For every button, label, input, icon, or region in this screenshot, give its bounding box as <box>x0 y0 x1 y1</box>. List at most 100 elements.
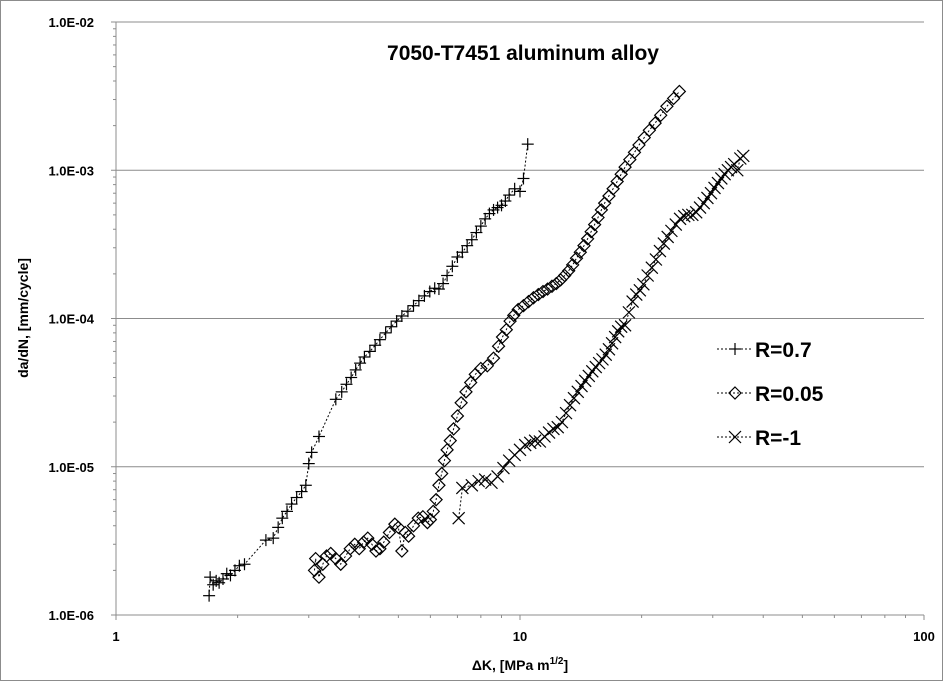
point-1-20 <box>391 520 406 535</box>
point-0-10 <box>238 558 251 571</box>
point-2-69 <box>736 149 750 163</box>
point-1-64 <box>573 245 588 260</box>
point-0-31 <box>369 339 382 352</box>
point-1-56 <box>540 282 555 296</box>
point-0-20 <box>302 457 315 470</box>
y-tick-label-0: 1.0E-06 <box>48 608 94 623</box>
point-2-33 <box>605 336 619 350</box>
point-0-3 <box>210 574 223 587</box>
x-tick-label-2: 100 <box>913 629 935 644</box>
point-0-37 <box>401 305 414 318</box>
point-2-4 <box>478 473 492 486</box>
point-1-55 <box>536 284 550 299</box>
point-1-2 <box>312 570 326 585</box>
point-1-17 <box>376 535 391 550</box>
point-2-37 <box>618 318 632 332</box>
point-1-9 <box>343 541 358 556</box>
point-2-0 <box>452 511 466 525</box>
point-1-62 <box>565 258 580 272</box>
point-2-41 <box>633 283 647 297</box>
point-1-48 <box>503 314 517 328</box>
point-0-30 <box>363 345 376 358</box>
point-0-15 <box>280 505 293 518</box>
x-axis-title: ΔK, [MPa m1/2] <box>472 656 568 673</box>
legend-marker-1 <box>728 386 742 400</box>
point-2-7 <box>497 461 510 475</box>
point-0-51 <box>470 226 483 239</box>
point-2-19 <box>555 415 569 429</box>
plot-series <box>203 84 750 602</box>
point-1-82 <box>648 116 662 130</box>
point-0-24 <box>335 385 348 398</box>
point-1-35 <box>443 433 458 448</box>
point-1-77 <box>622 152 637 167</box>
point-1-15 <box>369 544 383 558</box>
point-1-29 <box>426 504 441 519</box>
point-2-51 <box>673 212 687 226</box>
legend-label-2: R=-1 <box>755 427 801 450</box>
point-2-48 <box>661 230 675 244</box>
point-0-52 <box>474 220 487 233</box>
point-1-44 <box>486 351 501 366</box>
point-1-36 <box>446 422 461 436</box>
point-0-17 <box>290 491 303 504</box>
point-1-32 <box>434 466 449 481</box>
point-2-36 <box>614 320 628 334</box>
point-0-44 <box>437 277 450 290</box>
y-tick-label-2: 1.0E-04 <box>48 312 94 327</box>
point-1-39 <box>459 385 473 399</box>
point-0-27 <box>349 363 362 376</box>
y-tick-label-4: 1.0E-02 <box>48 15 94 30</box>
series-0 <box>203 138 534 602</box>
point-1-58 <box>549 276 564 291</box>
x-axis-title-end: ] <box>563 657 568 673</box>
point-0-28 <box>354 357 367 370</box>
point-2-21 <box>563 398 577 412</box>
point-1-81 <box>642 123 657 138</box>
point-2-39 <box>626 295 640 309</box>
point-2-1 <box>455 481 469 495</box>
x-tick-label-1: 10 <box>513 629 527 644</box>
point-1-49 <box>506 308 521 323</box>
point-0-29 <box>358 350 371 363</box>
point-1-52 <box>521 294 536 309</box>
point-2-43 <box>641 269 655 282</box>
point-1-33 <box>437 453 452 468</box>
chart-title: 7050-T7451 aluminum alloy <box>387 42 659 65</box>
point-2-67 <box>730 163 744 177</box>
point-1-54 <box>531 287 546 302</box>
point-0-14 <box>276 512 289 525</box>
point-2-13 <box>528 434 542 448</box>
point-0-48 <box>456 246 469 259</box>
legend-label-1: R=0.05 <box>755 383 824 406</box>
point-1-13 <box>360 531 375 545</box>
point-0-59 <box>503 189 516 202</box>
y-tick-label-3: 1.0E-03 <box>48 163 94 178</box>
legend: R=0.7 R=0.05 R=-1 <box>717 339 824 450</box>
point-0-26 <box>345 371 358 384</box>
legend-label-0: R=0.7 <box>755 339 812 362</box>
point-2-38 <box>622 305 636 319</box>
point-1-50 <box>511 302 526 317</box>
point-1-25 <box>411 511 426 526</box>
point-0-22 <box>312 430 325 443</box>
point-1-4 <box>319 549 334 563</box>
point-1-31 <box>432 478 446 493</box>
point-1-38 <box>454 395 468 410</box>
gridlines <box>116 21 924 468</box>
point-1-78 <box>627 145 642 160</box>
point-2-53 <box>681 208 695 222</box>
point-0-45 <box>441 269 454 282</box>
point-0-21 <box>305 446 318 459</box>
point-0-38 <box>407 299 420 312</box>
point-0-60 <box>508 182 521 195</box>
point-1-43 <box>480 358 495 373</box>
point-0-23 <box>329 393 342 406</box>
point-1-57 <box>545 279 559 294</box>
point-1-83 <box>653 108 668 123</box>
point-1-21 <box>395 544 409 558</box>
point-0-49 <box>461 239 474 252</box>
point-1-45 <box>491 339 506 354</box>
